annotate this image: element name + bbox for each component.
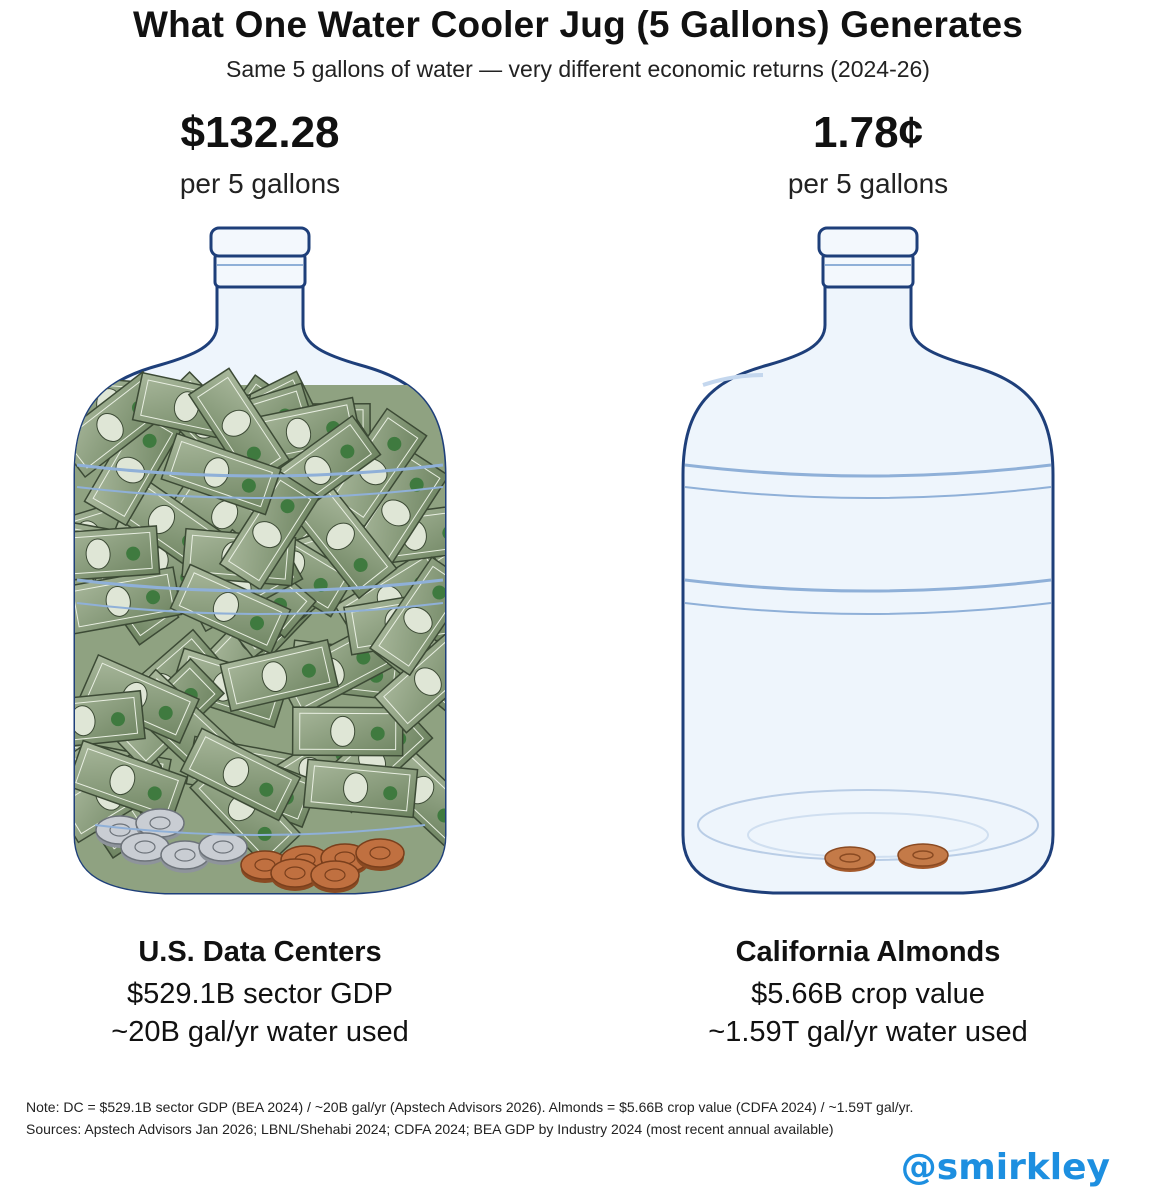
data-centers-unit: per 5 gallons (179, 168, 341, 199)
penny (310, 860, 360, 893)
data-centers-water: ~20B gal/yr water used (111, 1016, 409, 1048)
author-handle: @smirkley (900, 1147, 1110, 1188)
footnote-note: Note: DC = $529.1B sector GDP (BEA 2024)… (26, 1099, 914, 1115)
dollar-bill (187, 367, 291, 488)
dollar-bill (291, 706, 404, 757)
dollar-bill (219, 638, 340, 713)
almonds-water: ~1.59T gal/yr water used (708, 1016, 1028, 1048)
page-title: What One Water Cooler Jug (5 Gallons) Ge… (132, 4, 1024, 45)
dollar-bill (369, 556, 445, 677)
almonds-value: 1.78¢ (812, 108, 924, 157)
penny-1 (824, 846, 876, 872)
penny (270, 858, 320, 891)
empty-water-jug (681, 226, 1055, 895)
page-subtitle: Same 5 gallons of water — very different… (226, 56, 930, 82)
data-centers-gdp: $529.1B sector GDP (127, 978, 393, 1010)
dollar-bill (218, 470, 321, 591)
data-centers-value: $132.28 (180, 108, 340, 157)
money-filled-water-jug (73, 226, 447, 895)
almonds-crop-value: $5.66B crop value (751, 978, 985, 1010)
silver-coin (198, 832, 248, 865)
dollar-bill (75, 739, 188, 824)
penny-2 (897, 843, 949, 869)
dollar-bill (75, 525, 161, 583)
dollar-bill (75, 689, 146, 751)
footnote: Note: DC = $529.1B sector GDP (BEA 2024)… (26, 1096, 1136, 1140)
data-centers-name: U.S. Data Centers (138, 936, 382, 968)
footnote-sources: Sources: Apstech Advisors Jan 2026; LBNL… (26, 1121, 834, 1137)
silver-coin (160, 840, 210, 873)
almonds-name: California Almonds (735, 936, 1001, 968)
almonds-unit: per 5 gallons (787, 168, 949, 199)
dollar-bill (179, 727, 302, 822)
dollar-bill (302, 758, 419, 819)
penny (355, 838, 405, 871)
